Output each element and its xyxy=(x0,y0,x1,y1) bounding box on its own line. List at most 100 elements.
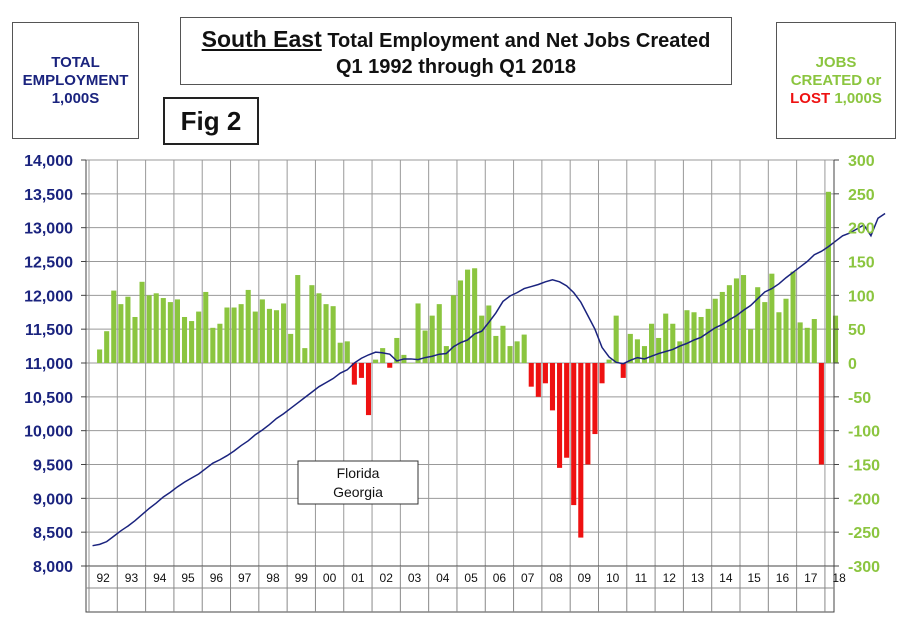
jobs-bar xyxy=(189,321,195,363)
left-tick-label: 11,500 xyxy=(25,322,73,339)
jobs-bar xyxy=(585,363,591,465)
jobs-bar xyxy=(493,335,499,363)
jobs-bar xyxy=(755,287,761,363)
right-axis-label-line2: CREATED or xyxy=(790,71,882,89)
right-tick-label: -300 xyxy=(848,559,880,576)
left-tick-label: 13,500 xyxy=(24,187,73,204)
jobs-bar xyxy=(238,304,244,363)
jobs-bar xyxy=(684,310,690,363)
jobs-bar xyxy=(571,363,577,506)
x-tick-label: 02 xyxy=(380,571,394,585)
right-tick-label: -50 xyxy=(848,390,871,407)
jobs-bar xyxy=(677,341,683,363)
left-tick-label: 10,000 xyxy=(24,424,73,441)
x-tick-label: 16 xyxy=(776,571,790,585)
jobs-bar xyxy=(160,298,166,363)
jobs-bar xyxy=(592,363,598,435)
right-tick-label: 200 xyxy=(848,221,875,238)
jobs-bar xyxy=(549,363,556,411)
right-tick-label: 150 xyxy=(848,255,875,272)
jobs-bar xyxy=(302,348,308,363)
jobs-bar xyxy=(535,363,541,397)
jobs-bar xyxy=(358,363,364,378)
jobs-bar xyxy=(557,363,563,468)
jobs-bar xyxy=(769,273,775,363)
left-axis-label-line3: 1,000S xyxy=(51,89,100,107)
jobs-bar xyxy=(613,315,619,363)
jobs-bar xyxy=(663,313,669,363)
x-tick-label: 05 xyxy=(464,571,478,585)
left-tick-label: 12,500 xyxy=(24,255,73,272)
total-employment-line xyxy=(92,212,886,547)
right-axis-label-lost: LOST xyxy=(790,89,831,107)
jobs-bar xyxy=(125,296,131,363)
right-axis-label-box: JOBS CREATED or LOST 1,000S xyxy=(776,22,896,139)
jobs-bar xyxy=(266,308,272,363)
left-axis-label-box: TOTAL EMPLOYMENT 1,000S xyxy=(12,22,139,139)
jobs-bar xyxy=(252,311,258,363)
jobs-bar xyxy=(408,363,414,364)
right-tick-label: -250 xyxy=(848,525,880,542)
jobs-bar xyxy=(620,363,626,378)
jobs-bar xyxy=(330,306,336,363)
jobs-bar xyxy=(132,316,138,363)
jobs-bar xyxy=(457,280,464,363)
jobs-bar xyxy=(578,363,584,538)
jobs-bar xyxy=(203,291,209,363)
jobs-bar xyxy=(719,291,725,363)
left-tick-label: 9,000 xyxy=(33,491,73,508)
x-tick-label: 08 xyxy=(549,571,563,585)
jobs-bar xyxy=(606,359,612,363)
legend-line1: Florida xyxy=(337,465,380,481)
x-tick-label: 04 xyxy=(436,571,450,585)
x-tick-label: 12 xyxy=(663,571,677,585)
x-tick-label: 10 xyxy=(606,571,620,585)
left-tick-label: 13,000 xyxy=(24,221,73,238)
jobs-bar xyxy=(712,298,718,363)
jobs-bar xyxy=(825,191,831,363)
jobs-bar xyxy=(429,315,435,363)
jobs-bar xyxy=(465,269,471,363)
right-axis-label-line1: JOBS xyxy=(815,53,857,71)
jobs-bar xyxy=(153,293,159,363)
x-tick-label: 07 xyxy=(521,571,535,585)
left-tick-label: 10,500 xyxy=(24,390,73,407)
x-tick-label: 96 xyxy=(210,571,224,585)
right-tick-label: 250 xyxy=(848,187,875,204)
x-tick-label: 99 xyxy=(295,571,309,585)
jobs-bar xyxy=(316,293,322,363)
right-tick-label: -200 xyxy=(848,491,880,508)
jobs-bar xyxy=(309,285,315,363)
jobs-bar xyxy=(443,346,449,363)
jobs-bar xyxy=(217,323,223,363)
legend-frame xyxy=(297,460,419,505)
jobs-bar xyxy=(762,302,768,363)
jobs-bar xyxy=(500,325,506,363)
jobs-bar xyxy=(231,307,237,363)
x-tick-label: 13 xyxy=(691,571,705,585)
jobs-bar xyxy=(776,312,782,363)
jobs-bar xyxy=(139,281,145,363)
jobs-bar xyxy=(295,275,301,363)
left-axis-label-line1: TOTAL xyxy=(51,53,100,71)
x-tick-label: 03 xyxy=(408,571,422,585)
x-tick-label: 00 xyxy=(323,571,337,585)
x-tick-label: 11 xyxy=(635,571,648,585)
right-tick-label: 100 xyxy=(848,288,875,305)
jobs-bar xyxy=(259,299,265,363)
jobs-bar xyxy=(514,341,520,363)
jobs-bar xyxy=(273,310,280,363)
right-tick-label: -150 xyxy=(848,458,880,475)
chart-title-rest: Total Employment and Net Jobs Created xyxy=(327,30,711,52)
x-tick-label: 18 xyxy=(832,571,846,585)
right-tick-label: 50 xyxy=(848,322,866,339)
jobs-bar xyxy=(599,363,605,384)
jobs-bar xyxy=(365,363,372,416)
jobs-bar xyxy=(479,315,485,363)
jobs-bar xyxy=(486,305,492,363)
jobs-bar xyxy=(146,295,152,363)
jobs-bars xyxy=(97,191,839,538)
jobs-bar xyxy=(351,363,357,385)
jobs-bar xyxy=(118,304,124,363)
right-tick-label: -100 xyxy=(848,424,880,441)
